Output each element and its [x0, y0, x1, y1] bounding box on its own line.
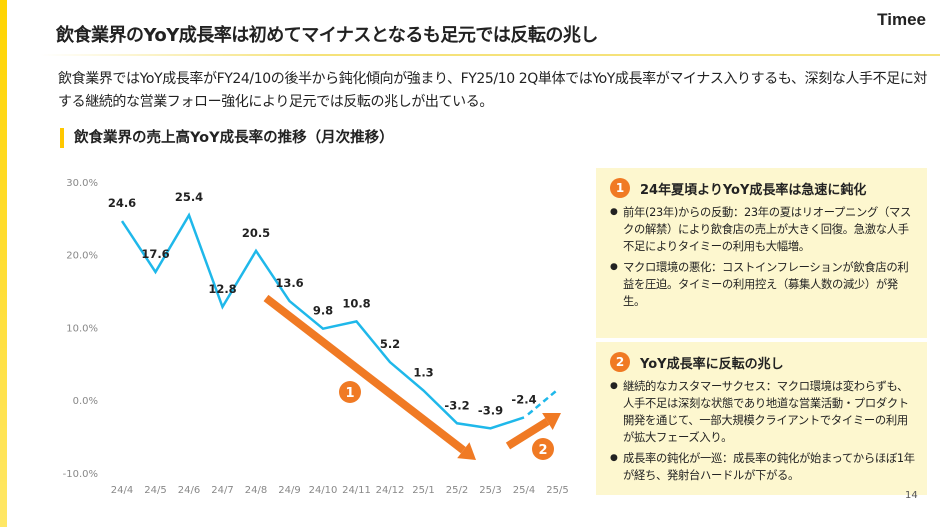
y-tick-label: 0.0%	[73, 396, 98, 407]
annotation-badge	[532, 438, 554, 460]
x-tick-label: 24/8	[245, 485, 267, 496]
page-title: 飲食業界のYoY成長率は初めてマイナスとなるも足元では反転の兆し	[56, 25, 598, 46]
x-tick-label: 24/6	[178, 485, 200, 496]
panel-2: 2 YoY成長率に反転の兆し 継続的なカスタマーサクセス：マクロ環境は変わらずも、…	[596, 342, 927, 495]
data-label: 9.8	[313, 304, 333, 318]
data-label: 10.8	[342, 296, 370, 310]
data-label: 20.5	[242, 226, 270, 240]
bullet-item: マクロ環境の悪化：コストインフレーションが飲食店の利益を圧迫。タイミーの利用控え…	[610, 259, 915, 310]
annotation-number: 1	[345, 386, 354, 401]
data-label: 1.3	[413, 366, 433, 380]
data-label: -3.2	[444, 398, 469, 412]
data-label: 12.8	[208, 282, 236, 296]
y-tick-label: 10.0%	[66, 323, 98, 334]
arrow-1-shaft	[263, 294, 466, 454]
annotation-badge	[339, 381, 361, 403]
projection-line	[527, 388, 559, 416]
x-tick-label: 24/10	[309, 485, 338, 496]
page-number: 14	[905, 490, 918, 501]
data-label: 25.4	[175, 190, 203, 204]
chart-title: 飲食業界の売上高YoY成長率の推移（月次推移）	[60, 128, 394, 148]
data-label: 13.6	[275, 276, 303, 290]
arrow-1-head	[457, 442, 476, 460]
panel-title: YoY成長率に反転の兆し	[640, 356, 784, 372]
header-divider	[40, 54, 940, 56]
x-tick-label: 25/1	[412, 485, 434, 496]
series-line	[120, 212, 525, 430]
x-tick-label: 25/4	[513, 485, 535, 496]
arrow-2-head	[542, 412, 561, 430]
x-tick-label: 24/7	[211, 485, 233, 496]
logo: Timee	[877, 10, 926, 29]
line-chart: 30.0% 20.0% 10.0% 0.0% -10.0% 24/4 24/5 24/6 24/…	[63, 178, 569, 496]
accent-bar	[0, 0, 7, 527]
data-label: -3.9	[478, 403, 503, 417]
data-label: 24.6	[108, 196, 136, 210]
y-tick-label: -10.0%	[63, 469, 98, 480]
data-label: 17.6	[141, 247, 169, 261]
number-badge: 2	[610, 352, 630, 372]
panel-1: 1 24年夏頃よりYoY成長率は急速に鈍化 前年(23年)からの反動：23年の夏は…	[596, 168, 927, 338]
x-tick-label: 24/11	[342, 485, 371, 496]
data-label: 5.2	[380, 337, 400, 351]
arrow-2-shaft	[505, 418, 550, 450]
annotation-number: 2	[538, 443, 547, 458]
bullet-item: 継続的なカスタマーサクセス：マクロ環境は変わらずも、人手不足は深刻な状態であり地…	[610, 378, 915, 446]
x-tick-label: 24/4	[111, 485, 133, 496]
x-tick-label: 24/5	[144, 485, 166, 496]
x-tick-label: 25/2	[446, 485, 468, 496]
bullet-item: 成長率の鈍化が一巡：成長率の鈍化が始まってからほぼ1年が経ち、発射台ハードルが下…	[610, 450, 915, 484]
x-tick-label: 25/5	[546, 485, 568, 496]
data-label: -2.4	[511, 392, 536, 406]
panel-title: 24年夏頃よりYoY成長率は急速に鈍化	[640, 182, 867, 198]
x-tick-label: 24/12	[376, 485, 405, 496]
x-tick-label: 25/3	[479, 485, 501, 496]
x-tick-label: 24/9	[278, 485, 300, 496]
bullet-item: 前年(23年)からの反動：23年の夏はリオープニング（マスクの解禁）により飲食店…	[610, 204, 915, 255]
y-tick-label: 30.0%	[66, 178, 98, 189]
lead-text: 飲食業界ではYoY成長率がFY24/10の後半から鈍化傾向が強まり、FY25/1…	[58, 71, 928, 110]
y-tick-label: 20.0%	[66, 251, 98, 262]
number-badge: 1	[610, 178, 630, 198]
